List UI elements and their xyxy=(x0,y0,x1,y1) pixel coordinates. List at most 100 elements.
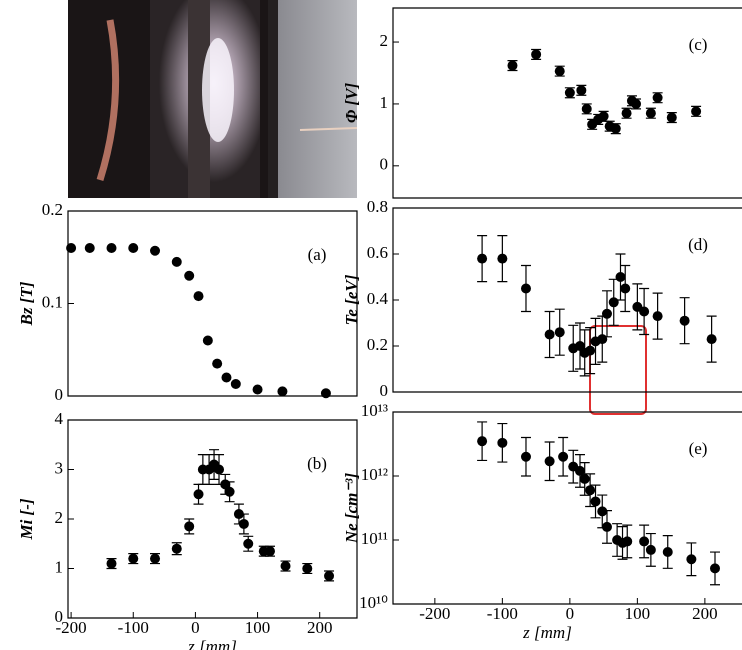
y-tick-label: 10¹¹ xyxy=(361,529,388,548)
data-point xyxy=(520,283,531,294)
data-point xyxy=(150,553,161,564)
data-point xyxy=(150,245,161,256)
x-tick-label: 200 xyxy=(307,618,333,637)
data-point xyxy=(645,108,656,119)
x-tick-label: -100 xyxy=(487,604,518,623)
data-point xyxy=(645,544,656,555)
y-tick-label: 0 xyxy=(55,607,64,626)
y-tick-label: 0.1 xyxy=(42,292,63,311)
data-point xyxy=(686,554,697,565)
data-point xyxy=(184,521,195,532)
data-point xyxy=(128,553,139,564)
y-tick-label: 1 xyxy=(55,557,64,576)
data-point xyxy=(252,384,263,395)
data-point xyxy=(497,253,508,264)
panel-label: (d) xyxy=(688,235,708,254)
y-tick-label: 10¹⁰ xyxy=(359,593,388,612)
x-tick-label: -100 xyxy=(118,618,149,637)
data-point xyxy=(597,334,608,345)
data-point xyxy=(554,66,565,77)
x-tick-label: 100 xyxy=(625,604,651,623)
y-tick-label: 0 xyxy=(380,381,389,400)
data-point xyxy=(320,388,331,399)
data-point xyxy=(631,98,642,109)
data-point xyxy=(662,546,673,557)
data-point xyxy=(243,538,254,549)
axes-frame xyxy=(67,419,358,619)
data-point xyxy=(193,291,204,302)
y-tick-label: 0 xyxy=(55,385,64,404)
data-point xyxy=(497,437,508,448)
data-point xyxy=(193,489,204,500)
data-point xyxy=(477,436,488,447)
y-tick-label: 3 xyxy=(55,458,64,477)
y-tick-label: 0.4 xyxy=(367,289,389,308)
data-point xyxy=(544,456,555,467)
data-point xyxy=(171,543,182,554)
data-point xyxy=(264,546,275,557)
data-point xyxy=(597,506,608,517)
x-axis-label: z [mm] xyxy=(522,623,572,642)
data-point xyxy=(230,378,241,389)
data-point xyxy=(477,253,488,264)
data-point xyxy=(106,243,117,253)
photo xyxy=(68,0,358,198)
x-tick-label: -200 xyxy=(56,618,87,637)
y-tick-label: 0.2 xyxy=(42,200,63,219)
data-point xyxy=(610,123,621,134)
x-axis-label: z [mm] xyxy=(187,637,237,650)
data-point xyxy=(171,256,182,267)
data-point xyxy=(666,112,677,123)
x-tick-label: 0 xyxy=(566,604,575,623)
y-tick-label: 4 xyxy=(55,409,64,428)
data-point xyxy=(691,106,702,117)
data-point xyxy=(238,518,249,529)
axes-frame xyxy=(67,210,358,397)
y-tick-label: 2 xyxy=(55,508,64,527)
data-point xyxy=(652,311,663,322)
data-point xyxy=(221,372,232,383)
y-tick-label: 0.2 xyxy=(367,335,388,354)
data-point xyxy=(576,85,587,96)
y-axis-label: Bz [T] xyxy=(17,281,36,326)
y-axis-label: Mi [-] xyxy=(17,498,36,540)
data-point xyxy=(277,386,288,397)
data-point xyxy=(590,496,601,507)
data-point xyxy=(184,270,195,281)
data-point xyxy=(66,243,77,253)
y-tick-label: 0.6 xyxy=(367,243,388,262)
data-point xyxy=(507,60,518,71)
x-tick-label: 100 xyxy=(245,618,271,637)
y-tick-label: 10¹² xyxy=(361,465,388,484)
panel-label: (b) xyxy=(307,454,327,473)
data-point xyxy=(608,297,619,308)
data-point xyxy=(224,486,235,497)
data-point xyxy=(621,108,632,119)
data-point xyxy=(280,561,291,572)
data-point xyxy=(601,308,612,319)
data-point xyxy=(106,558,117,569)
axes-frame xyxy=(392,411,742,605)
x-tick-label: -200 xyxy=(419,604,450,623)
data-point xyxy=(620,283,631,294)
data-point xyxy=(581,103,592,114)
data-point xyxy=(579,473,590,484)
data-point xyxy=(585,485,596,496)
x-tick-label: 200 xyxy=(692,604,718,623)
x-tick-label: 0 xyxy=(191,618,200,637)
data-point xyxy=(585,345,596,356)
data-point xyxy=(622,536,633,547)
data-point xyxy=(558,451,569,462)
data-point xyxy=(84,243,95,253)
y-axis-label: Φ [V] xyxy=(342,83,361,124)
data-point xyxy=(202,335,213,346)
data-point xyxy=(574,465,585,476)
data-point xyxy=(615,272,626,282)
data-point xyxy=(706,334,717,345)
data-point xyxy=(302,563,313,574)
y-tick-label: 0.8 xyxy=(367,197,388,216)
data-point xyxy=(679,315,690,326)
y-axis-label: Ne [cm⁻³] xyxy=(342,473,361,545)
y-axis-label: Te [eV] xyxy=(342,274,361,325)
panel-label: (a) xyxy=(308,245,327,264)
